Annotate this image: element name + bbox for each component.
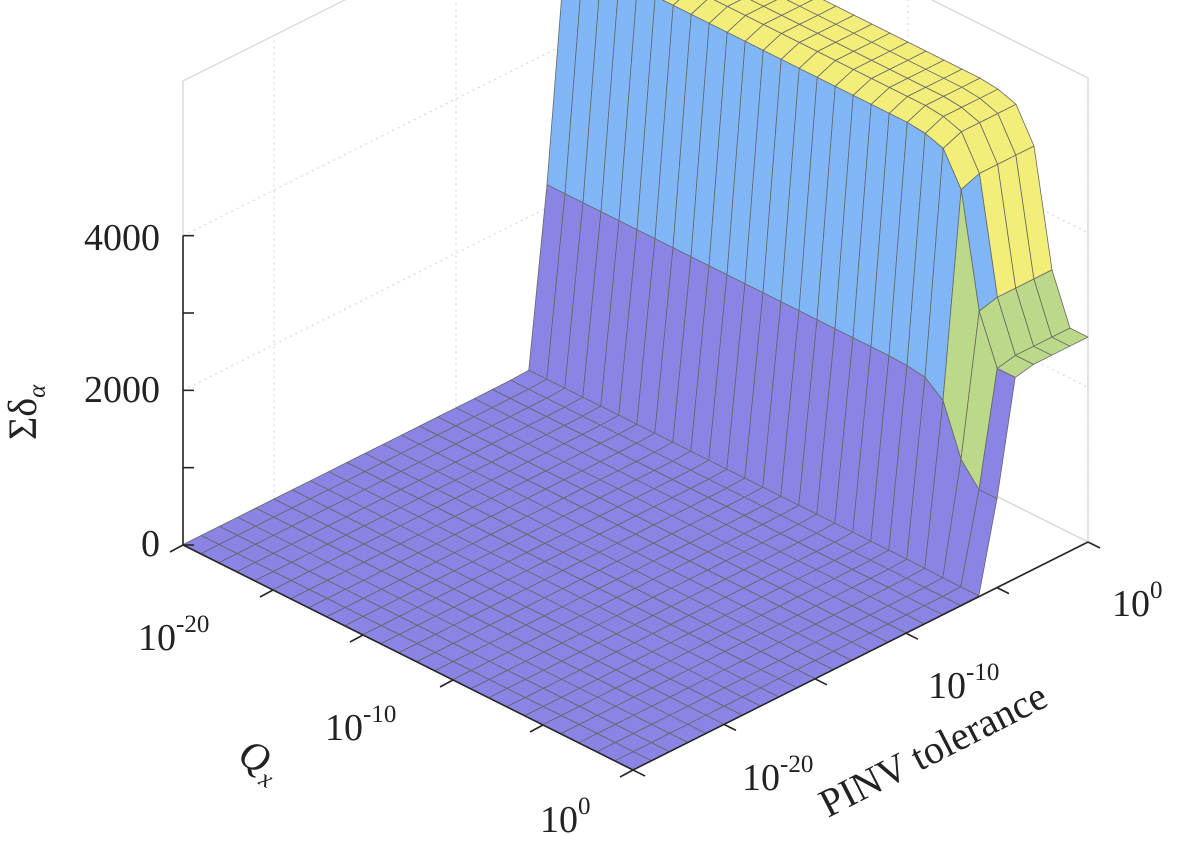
y-tick-base: 10 (1112, 583, 1150, 625)
svg-text:10-20: 10-20 (742, 751, 813, 799)
y-tick-mark (1087, 541, 1101, 549)
x-axis-label: Qx (229, 730, 288, 794)
svg-text:Qx: Qx (229, 730, 288, 794)
x-tick-mark (529, 724, 544, 733)
x-tick-mark (439, 679, 454, 688)
x-tick-exp: 0 (578, 793, 591, 820)
y-tick-mark (723, 723, 737, 732)
x-tick-mark (619, 769, 634, 778)
y-tick-exp: 0 (1150, 577, 1163, 604)
y-tick-mark (905, 632, 919, 640)
y-axis-line (632, 541, 1089, 771)
x-axis-line (182, 544, 634, 771)
z-axis-label-sub: α (24, 384, 51, 398)
x-tick-exp: -20 (176, 611, 209, 638)
svg-text:100: 100 (1112, 577, 1163, 625)
svg-text:10-20: 10-20 (138, 611, 209, 659)
y-tick-base: 10 (928, 665, 966, 707)
x-tick-mark (169, 544, 184, 553)
z-tick-label-2000: 2000 (84, 369, 160, 411)
x-tick-mark (259, 589, 274, 598)
x-tick-base: 10 (325, 707, 363, 749)
x-tick-mark (349, 634, 364, 643)
x-tick-label-1e-20: 10-20 (138, 611, 209, 659)
y-tick-exp: -20 (780, 751, 813, 778)
grid-line-z (182, 6, 1089, 237)
y-tick-mark (632, 769, 646, 777)
x-tick-label-1e-10: 10-10 (325, 701, 396, 749)
axes (169, 234, 1101, 778)
y-tick-mark (814, 678, 828, 686)
svg-text:100: 100 (540, 793, 591, 841)
surface-mesh (182, 0, 1089, 771)
y-tick-label-1e-10: 10-10 (928, 659, 999, 707)
x-tick-base: 10 (540, 799, 578, 841)
y-tick-exp: -10 (966, 659, 999, 686)
svg-text:Σδα: Σδα (0, 384, 51, 440)
y-tick-mark (996, 586, 1010, 595)
z-axis-label-prefix: Σδ (0, 398, 45, 440)
y-tick-base: 10 (742, 757, 780, 799)
x-tick-label-1e0: 100 (540, 793, 591, 841)
svg-text:10-10: 10-10 (325, 701, 396, 749)
y-tick-label-1e-20: 10-20 (742, 751, 813, 799)
z-tick-label-4000: 4000 (84, 217, 160, 259)
y-tick-label-1e0: 100 (1112, 577, 1163, 625)
z-tick-label-0: 0 (141, 523, 160, 565)
svg-text:10-10: 10-10 (928, 659, 999, 707)
x-tick-base: 10 (138, 617, 176, 659)
x-tick-exp: -10 (363, 701, 396, 728)
grid-line-z (182, 161, 1089, 391)
z-axis-label: Σδα (0, 384, 51, 440)
